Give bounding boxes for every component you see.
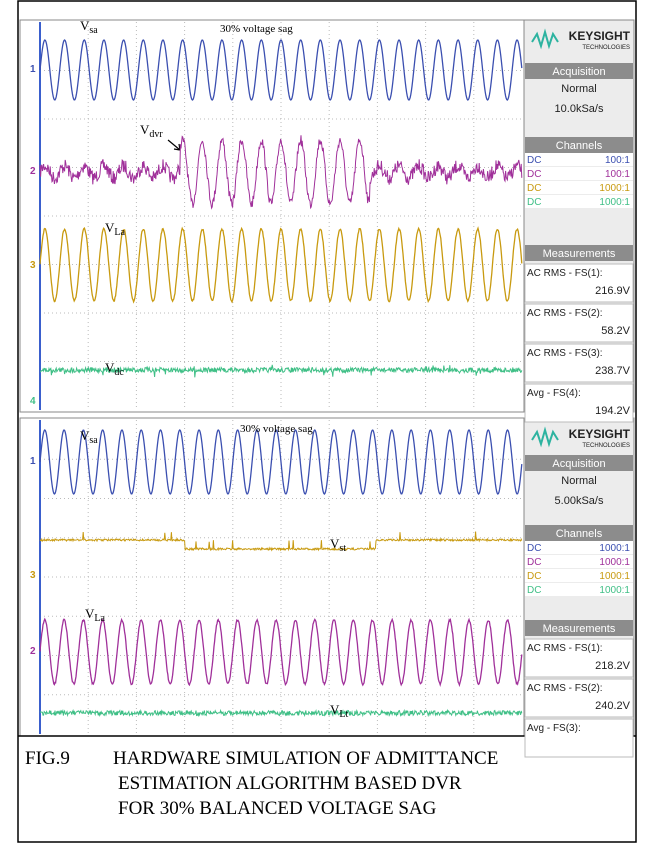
label-subscript: sa [89, 25, 98, 36]
channel-ratio: 1000:1 [599, 557, 630, 568]
channel-ratio: 1000:1 [599, 571, 630, 582]
figure: 30% voltage sagVsaVdvrVLaVdc1234KEYSIGHT… [0, 0, 648, 843]
section-header-text: Measurements [543, 623, 616, 635]
measurement-value: 58.2V [601, 325, 630, 337]
measurement-label: Avg - FS(4): [527, 388, 581, 399]
section-header-text: Acquisition [552, 66, 605, 78]
measurement-label: AC RMS - FS(1): [527, 268, 603, 279]
label-subscript: Lt [339, 709, 348, 720]
channel-marker: 2 [30, 166, 36, 177]
measurement-label: AC RMS - FS(2): [527, 308, 603, 319]
label-subscript: dvr [149, 129, 163, 140]
section-header-text: Acquisition [552, 458, 605, 470]
section-header-text: Channels [556, 528, 603, 540]
channel-marker: 4 [30, 396, 36, 407]
channel-ratio: 1000:1 [599, 183, 630, 194]
channel-ratio: 1000:1 [599, 197, 630, 208]
section-header-text: Measurements [543, 248, 616, 260]
acq-rate: 5.00kSa/s [555, 495, 604, 507]
label-subscript: st [339, 543, 346, 554]
measurement-value: 240.2V [595, 700, 631, 712]
caption-number: FIG.9 [25, 748, 70, 769]
measurement-label: Avg - FS(3): [527, 723, 581, 734]
trace-title: 30% voltage sag [240, 423, 313, 435]
caption-line: HARDWARE SIMULATION OF ADMITTANCE [113, 748, 498, 769]
measurement-label: AC RMS - FS(2): [527, 683, 603, 694]
measurement-label: AC RMS - FS(1): [527, 643, 603, 654]
channel-coupling: DC [527, 169, 541, 180]
channel-ratio: 100:1 [605, 155, 630, 166]
caption-line: FOR 30% BALANCED VOLTAGE SAG [118, 798, 437, 819]
measurement-value: 218.2V [595, 660, 631, 672]
channel-marker: 3 [30, 260, 36, 271]
acq-mode: Normal [561, 475, 596, 487]
acq-mode: Normal [561, 83, 596, 95]
label-subscript: dc [114, 367, 124, 378]
channel-coupling: DC [527, 557, 541, 568]
channel-ratio: 1000:1 [599, 543, 630, 554]
trace-title: 30% voltage sag [220, 23, 293, 35]
measurement-value: 194.2V [595, 405, 631, 417]
channel-ratio: 1000:1 [599, 585, 630, 596]
channel-coupling: DC [527, 183, 541, 194]
label-subscript: La [114, 227, 125, 238]
channel-marker: 2 [30, 646, 36, 657]
channel-coupling: DC [527, 197, 541, 208]
channel-ratio: 100:1 [605, 169, 630, 180]
channel-coupling: DC [527, 571, 541, 582]
channel-coupling: DC [527, 543, 541, 554]
acq-rate: 10.0kSa/s [555, 103, 604, 115]
brand: KEYSIGHT [569, 427, 631, 441]
channel-coupling: DC [527, 585, 541, 596]
brand-sub: TECHNOLOGIES [582, 443, 630, 449]
label-subscript: La [94, 613, 105, 624]
measurement-value: 216.9V [595, 285, 631, 297]
section-header-text: Channels [556, 140, 603, 152]
brand-sub: TECHNOLOGIES [582, 45, 630, 51]
channel-marker: 1 [30, 64, 36, 75]
caption-line: ESTIMATION ALGORITHM BASED DVR [118, 773, 462, 794]
channel-marker: 3 [30, 570, 36, 581]
measurement-label: AC RMS - FS(3): [527, 348, 603, 359]
brand: KEYSIGHT [569, 29, 631, 43]
label-subscript: sa [89, 435, 98, 446]
measurement-value: 238.7V [595, 365, 631, 377]
channel-coupling: DC [527, 155, 541, 166]
channel-marker: 1 [30, 456, 36, 467]
